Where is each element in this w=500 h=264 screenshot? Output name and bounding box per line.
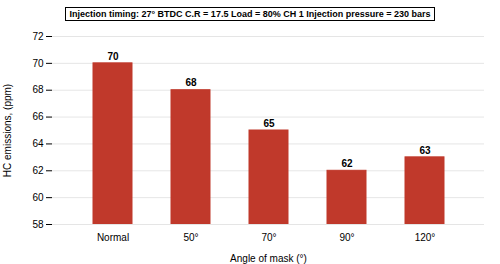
svg-text:68: 68 [185,77,197,88]
svg-text:60: 60 [32,192,44,203]
svg-text:68: 68 [32,84,44,95]
svg-text:HC emissions, (ppm): HC emissions, (ppm) [2,84,13,177]
svg-text:62: 62 [341,158,353,169]
svg-text:63: 63 [419,145,431,156]
html-text:Injection timing: 27° BTDC C.R: Injection timing: 27° BTDC C.R = 17.5 Lo… [69,9,431,19]
svg-text:62: 62 [32,165,44,176]
svg-text:66: 66 [32,111,44,122]
svg-text:120°: 120° [415,232,436,243]
svg-text:70: 70 [32,58,44,69]
svg-text:65: 65 [263,118,275,129]
svg-text:72: 72 [32,31,44,42]
svg-text:70°: 70° [261,232,276,243]
svg-text:58: 58 [32,219,44,230]
svg-text:70: 70 [107,51,119,62]
svg-text:Angle of mask (°): Angle of mask (°) [230,253,307,264]
svg-text:50°: 50° [183,232,198,243]
svg-text:90°: 90° [339,232,354,243]
svg-text:64: 64 [32,138,44,149]
svg-text:Normal: Normal [97,232,129,243]
